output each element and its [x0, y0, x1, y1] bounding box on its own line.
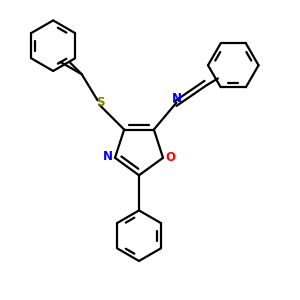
Text: N: N: [172, 92, 182, 105]
Text: N: N: [103, 150, 113, 163]
Text: S: S: [96, 96, 105, 109]
Text: O: O: [165, 151, 175, 164]
